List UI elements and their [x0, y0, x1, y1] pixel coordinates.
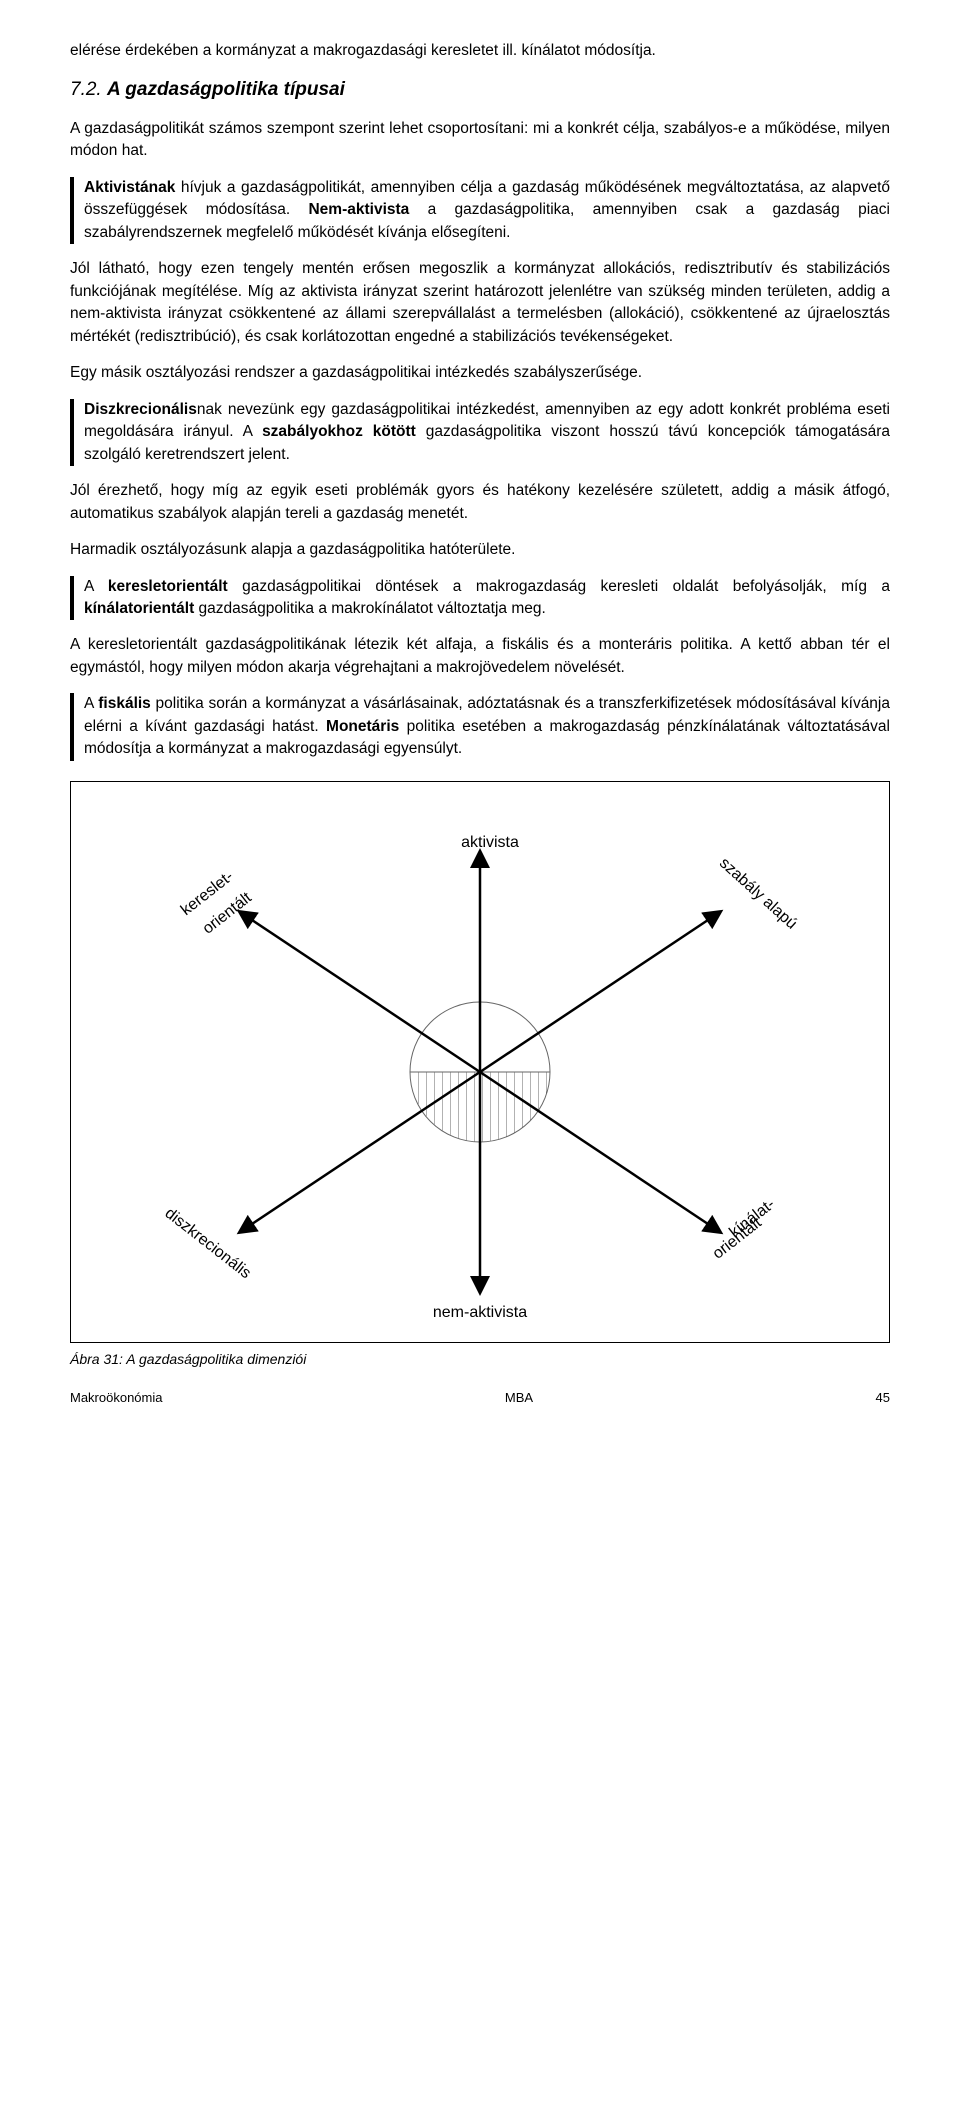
paragraph-activist-commentary: Jól látható, hogy ezen tengely mentén er… [70, 258, 890, 348]
definition-diszkrecionalis: Diszkrecionálisnak nevezünk egy gazdaság… [70, 399, 890, 466]
intro-paragraph: elérése érdekében a kormányzat a makroga… [70, 40, 890, 62]
paragraph-fiscal-monetary-intro: A keresletorientált gazdaságpolitikának … [70, 634, 890, 679]
definition-keresletorientalt: A keresletorientált gazdaságpolitikai dö… [70, 576, 890, 621]
section-number: 7.2. [70, 79, 102, 100]
term-nemaktivista: Nem-aktivista [308, 201, 409, 218]
paragraph-classification-intro: A gazdaságpolitikát számos szempont szer… [70, 118, 890, 163]
footer-left: Makroökonómia [70, 1389, 163, 1408]
def3-text3: gazdaságpolitika a makrokínálatot változ… [194, 600, 546, 617]
def3-text1: A [84, 578, 108, 595]
figure-caption: Ábra 31: A gazdaságpolitika dimenziói [70, 1349, 890, 1369]
term-diszkrecionalis: Diszkrecionális [84, 401, 197, 418]
term-kinálatorientált: kínálatorientált [84, 600, 194, 617]
policy-dimensions-diagram: aktivistanem-aktivistakereslet-orientált… [90, 802, 870, 1332]
term-monetaris: Monetáris [326, 718, 399, 735]
footer-center: MBA [505, 1389, 533, 1408]
term-keresletorientalt: keresletorientált [108, 578, 228, 595]
section-title: A gazdaságpolitika típusai [107, 79, 345, 100]
paragraph-classification-2: Egy másik osztályozási rendszer a gazdas… [70, 362, 890, 384]
def4-text1: A [84, 695, 98, 712]
page-footer: Makroökonómia MBA 45 [70, 1389, 890, 1408]
definition-fiskalis-monetaris: A fiskális politika során a kormányzat a… [70, 693, 890, 760]
def3-text2: gazdaságpolitikai döntések a makrogazdas… [228, 578, 890, 595]
svg-text:diszkrecionális: diszkrecionális [162, 1205, 254, 1282]
section-heading: 7.2. A gazdaságpolitika típusai [70, 76, 890, 104]
figure-dimensions: aktivistanem-aktivistakereslet-orientált… [70, 781, 890, 1343]
svg-text:aktivista: aktivista [461, 834, 519, 851]
footer-right: 45 [876, 1389, 890, 1408]
definition-aktivistak: Aktivistának hívjuk a gazdaságpolitikát,… [70, 177, 890, 244]
term-aktivistak: Aktivistának [84, 179, 175, 196]
svg-text:nem-aktivista: nem-aktivista [433, 1304, 527, 1321]
paragraph-classification-3: Harmadik osztályozásunk alapja a gazdasá… [70, 539, 890, 561]
term-szabalyokhoz: szabályokhoz kötött [262, 423, 416, 440]
svg-text:szabály alapú: szabály alapú [716, 854, 800, 932]
term-fiskalis: fiskális [98, 695, 151, 712]
paragraph-discretionary-commentary: Jól érezhető, hogy míg az egyik eseti pr… [70, 480, 890, 525]
